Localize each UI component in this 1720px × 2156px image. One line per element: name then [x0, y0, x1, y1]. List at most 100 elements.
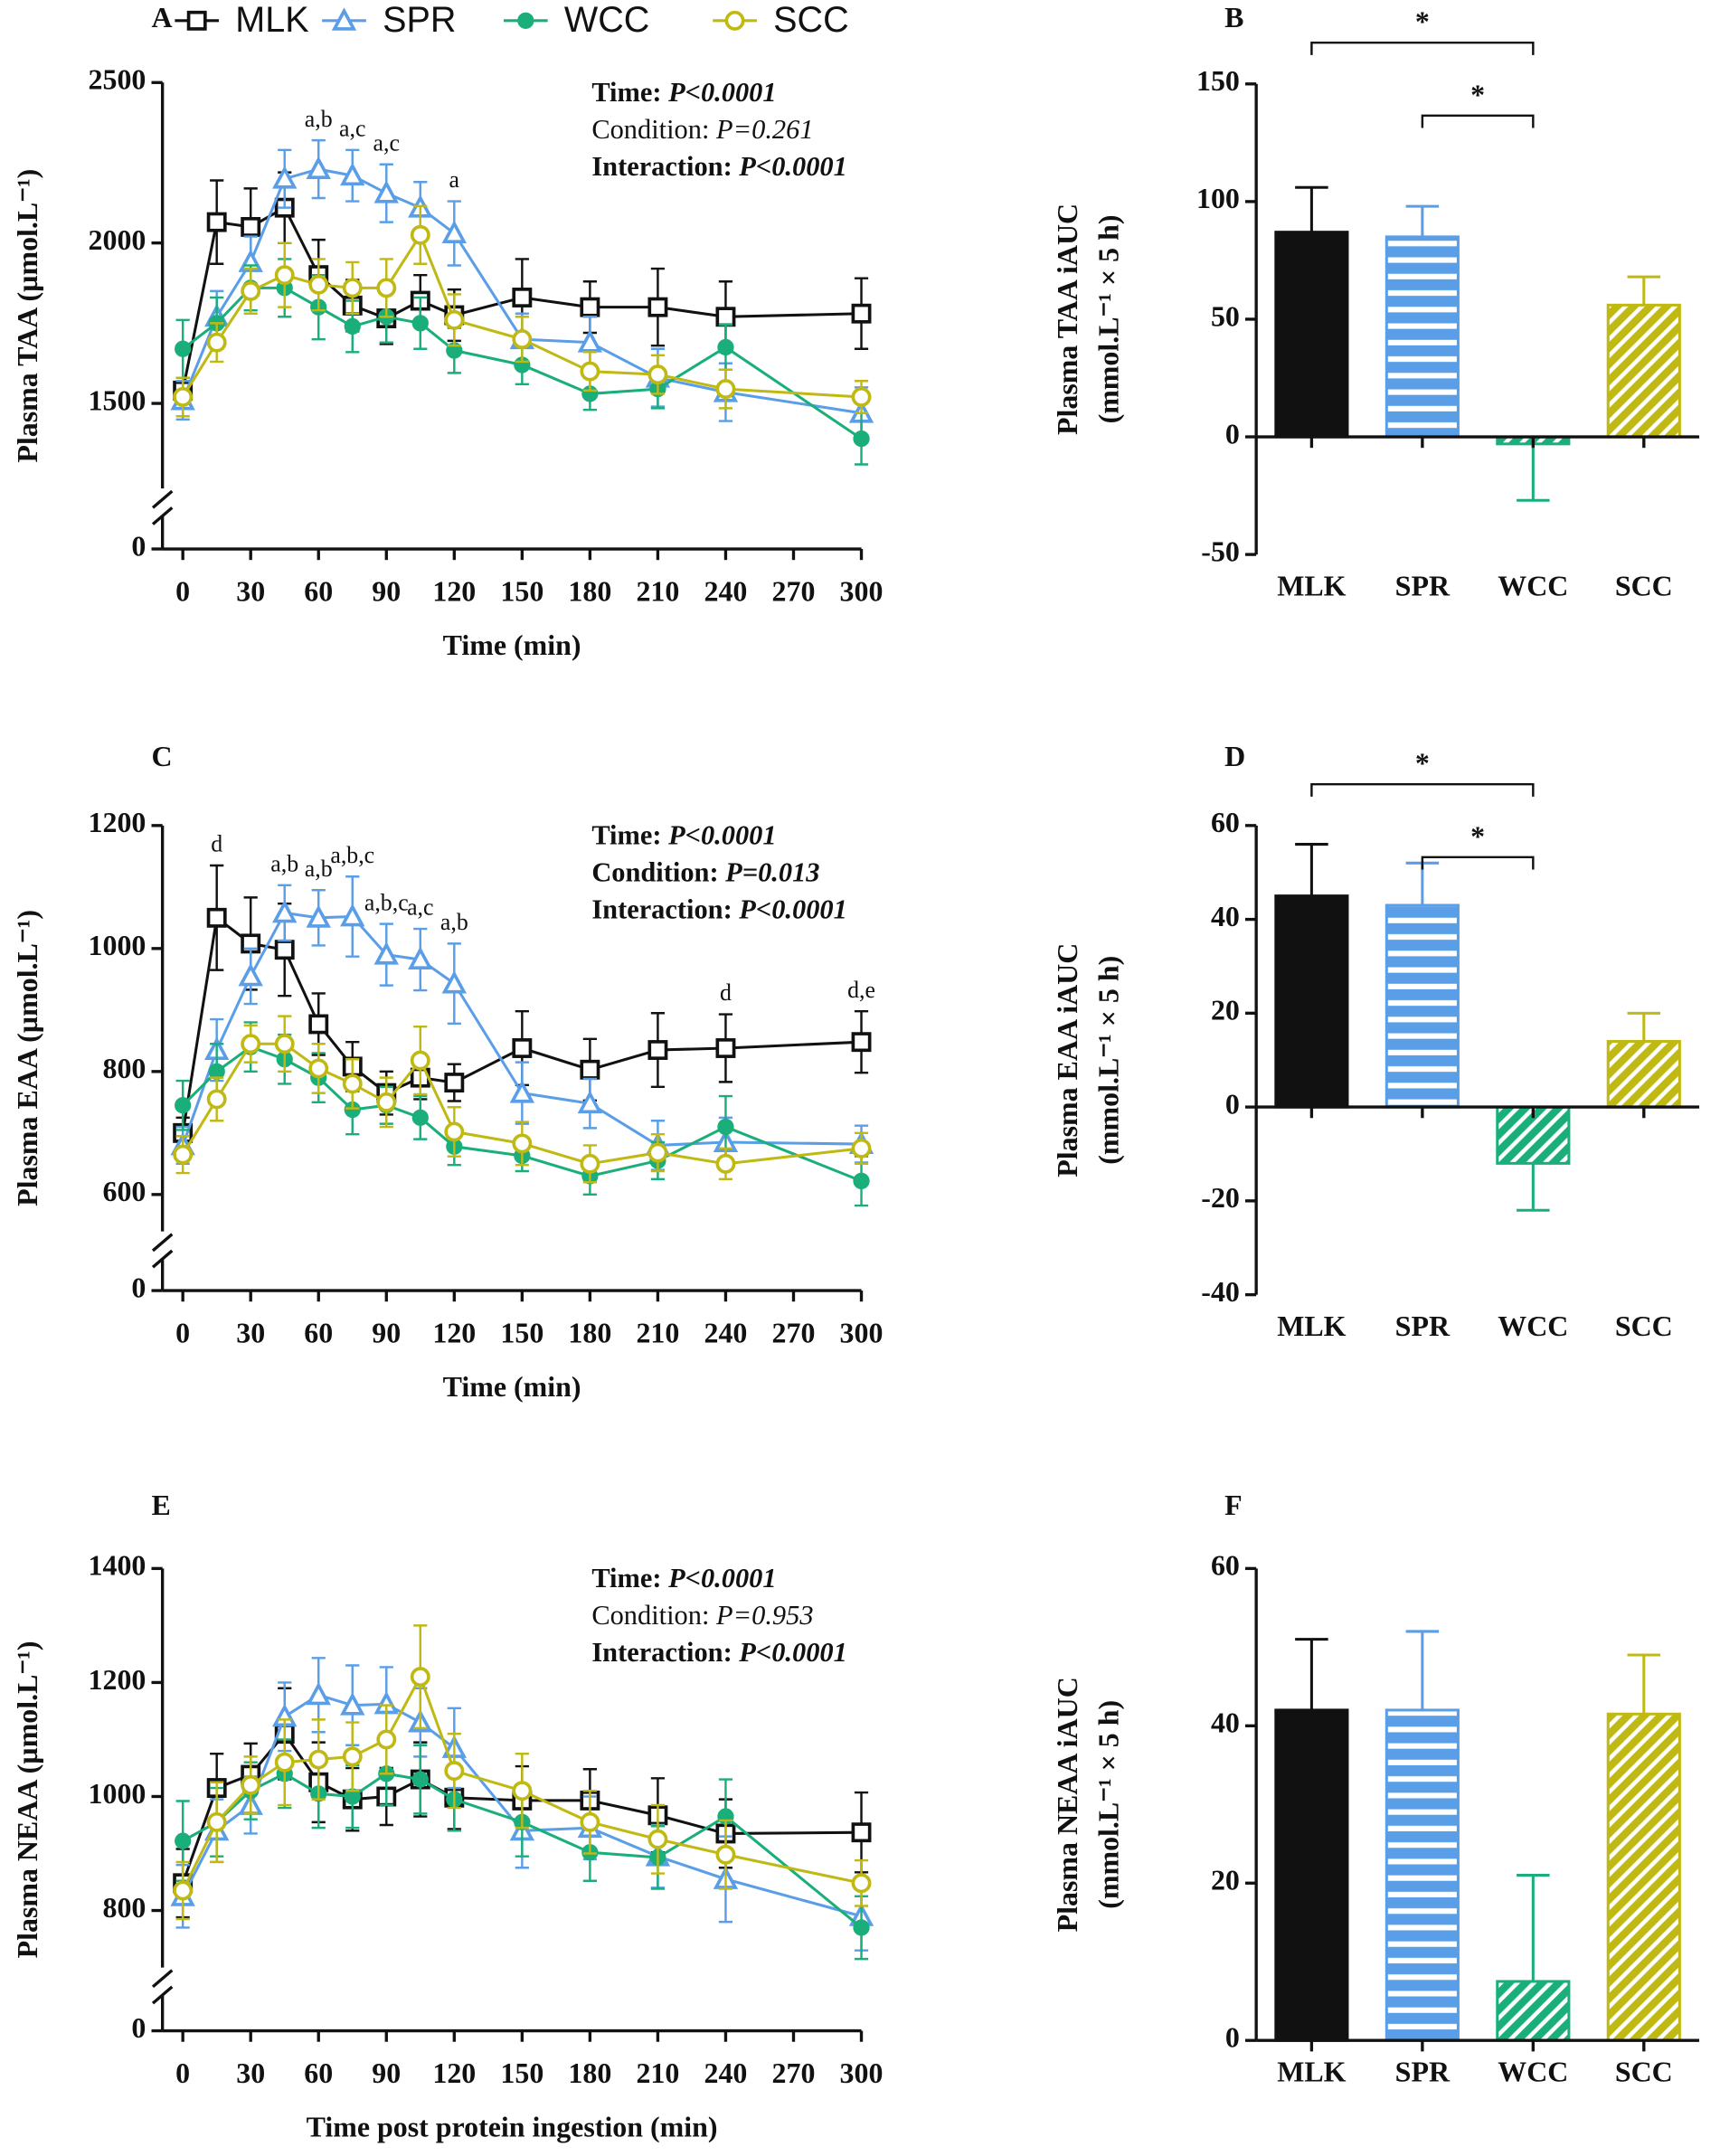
marker — [647, 1040, 668, 1060]
y-tick-label: 1400 — [89, 1550, 146, 1582]
stat-value: P<0.0001 — [667, 820, 777, 851]
x-tick-label: 180 — [568, 1318, 611, 1349]
stat-value: P=0.953 — [715, 1600, 814, 1631]
error-bar — [1295, 843, 1328, 896]
panel-letter: F — [1224, 1489, 1243, 1521]
marker — [724, 10, 745, 31]
x-tick-label: 120 — [432, 2057, 476, 2089]
y-tick-label: 1200 — [89, 807, 146, 838]
annotation: d — [720, 979, 732, 1006]
marker — [717, 338, 734, 356]
marker — [306, 1681, 331, 1706]
y-tick-label: 1000 — [89, 1778, 146, 1810]
stat-label: Interaction: — [591, 894, 732, 925]
x-tick-label: 270 — [772, 1318, 816, 1349]
marker — [410, 224, 430, 245]
y-tick-label: 2000 — [89, 224, 146, 256]
annotation: a,c — [373, 129, 400, 156]
bar — [1496, 1980, 1571, 2042]
x-tick-label: 240 — [704, 1318, 747, 1349]
x-tick-label: SCC — [1615, 570, 1673, 601]
y-tick-label: 100 — [1196, 183, 1240, 214]
marker — [517, 12, 534, 29]
x-tick-label: 300 — [840, 1318, 884, 1349]
marker — [853, 1172, 870, 1190]
marker — [344, 317, 361, 336]
axis-break — [151, 1969, 174, 1989]
marker — [373, 941, 399, 965]
x-tick-label: 300 — [840, 2057, 884, 2089]
x-tick-label: 180 — [568, 576, 611, 608]
bar — [1606, 1712, 1681, 2042]
x-axis-label: Time (min) — [443, 629, 581, 661]
marker — [444, 309, 465, 330]
y-axis-label: (mmol.L⁻¹ × 5 h) — [1093, 1700, 1125, 1909]
marker — [306, 904, 331, 928]
marker — [851, 387, 872, 407]
y-tick-label: 0 — [131, 2012, 146, 2044]
marker — [272, 899, 298, 923]
significance-bracket — [1310, 41, 1535, 55]
marker — [206, 332, 227, 353]
marker — [580, 297, 600, 317]
marker — [206, 212, 227, 232]
marker — [274, 1034, 295, 1054]
y-tick-label: 50 — [1211, 300, 1240, 332]
stat-line: Condition: P=0.013 — [591, 857, 819, 888]
y-axis-label: (mmol.L⁻¹ × 5 h) — [1093, 956, 1125, 1165]
y-tick-label: 0 — [131, 1272, 146, 1303]
marker — [715, 1153, 736, 1174]
y-tick-label: 800 — [102, 1892, 146, 1924]
y-tick-label: 60 — [1211, 807, 1240, 838]
y-tick-label: 800 — [102, 1053, 146, 1084]
marker — [306, 156, 331, 180]
marker — [238, 962, 263, 987]
stat-value: P=0.261 — [715, 114, 814, 145]
marker — [408, 946, 433, 970]
annotation: a,b — [270, 850, 298, 876]
marker — [411, 1109, 429, 1126]
stat-line: Time: P<0.0001 — [591, 77, 776, 108]
stat-label: Time: — [591, 77, 661, 108]
x-axis-label: Time post protein ingestion (min) — [307, 2111, 718, 2142]
x-tick-label: 150 — [500, 576, 543, 608]
x-tick-label: SCC — [1615, 2057, 1673, 2088]
marker — [342, 278, 363, 298]
y-tick-label: 0 — [1225, 418, 1240, 449]
marker — [851, 1822, 872, 1843]
x-tick-label: 210 — [636, 2057, 679, 2089]
marker — [340, 162, 365, 186]
marker — [647, 297, 668, 317]
stat-label: Time: — [591, 1563, 661, 1593]
marker — [580, 1059, 600, 1080]
marker — [342, 1073, 363, 1094]
marker — [509, 1080, 535, 1103]
legend-label: SPR — [383, 0, 456, 40]
y-tick-label: 60 — [1211, 1550, 1240, 1582]
y-axis-label: Plasma EAA iAUC — [1052, 943, 1083, 1177]
y-tick-label: 0 — [131, 530, 146, 562]
marker — [512, 288, 533, 307]
stat-line: Interaction: P<0.0001 — [591, 1637, 847, 1668]
y-tick-label: 0 — [1225, 1088, 1240, 1120]
x-tick-label: 210 — [636, 576, 679, 608]
annotation: a,b — [440, 909, 468, 935]
x-tick-label: 90 — [372, 2057, 401, 2089]
marker — [308, 1058, 329, 1079]
marker — [577, 1090, 603, 1114]
marker — [308, 1014, 329, 1035]
stat-value: P<0.0001 — [738, 151, 847, 182]
marker — [376, 1092, 397, 1112]
marker — [647, 1142, 668, 1163]
series-line — [181, 167, 862, 415]
marker — [444, 1073, 465, 1093]
error-bar — [1517, 1874, 1550, 1981]
x-tick-label: SPR — [1395, 2057, 1451, 2088]
annotation: a,b,c — [364, 889, 409, 915]
marker — [715, 1844, 736, 1865]
marker — [715, 307, 736, 327]
marker — [274, 940, 295, 960]
y-tick-label: -50 — [1201, 535, 1240, 567]
y-tick-label: 1000 — [89, 930, 146, 961]
marker — [580, 1153, 600, 1174]
